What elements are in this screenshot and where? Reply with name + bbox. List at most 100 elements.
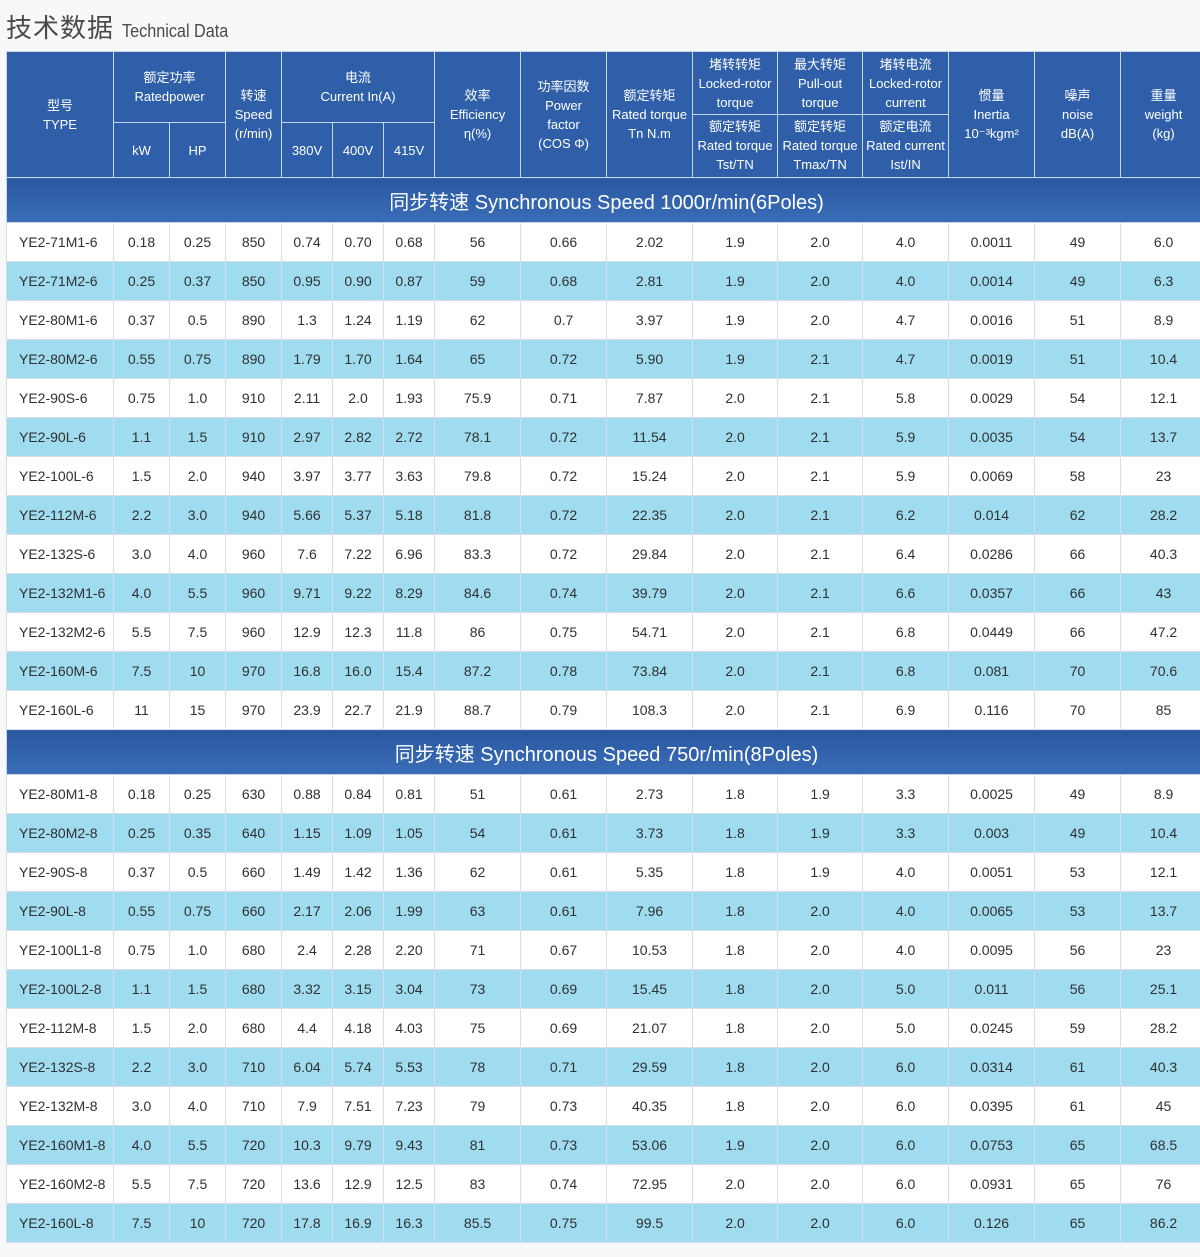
table-cell: 4.7 <box>862 339 950 379</box>
cell-type: YE2-80M2-6 <box>6 339 114 379</box>
table-cell: 1.64 <box>383 339 436 379</box>
table-cell: 23.9 <box>281 690 334 730</box>
table-cell: 7.22 <box>332 534 385 574</box>
table-cell: 6.2 <box>862 495 950 535</box>
table-row: YE2-132M-8 3.0 4.0 710 7.9 7.51 7.23 79 0.73 40.3… <box>6 1086 1200 1126</box>
cell-type: YE2-100L-6 <box>6 456 114 496</box>
table-cell: 28.2 <box>1120 1008 1200 1048</box>
table-cell: 3.77 <box>332 456 385 496</box>
table-row: YE2-160M1-8 4.0 5.5 720 10.3 9.79 9.43 81 0.73 53… <box>6 1125 1200 1165</box>
table-cell: 49 <box>1034 774 1122 814</box>
table-cell: 2.0 <box>777 222 864 262</box>
table-cell: 72.95 <box>606 1164 694 1204</box>
table-row: YE2-160M-6 7.5 10 970 16.8 16.0 15.4 87.2 0.78 73… <box>6 651 1200 691</box>
table-cell: 0.73 <box>520 1125 608 1165</box>
table-row: YE2-112M-6 2.2 3.0 940 5.66 5.37 5.18 81.8 0.72 2… <box>6 495 1200 535</box>
table-cell: 5.9 <box>862 417 950 457</box>
table-cell: 12.1 <box>1120 378 1200 418</box>
header-415v: 415V <box>383 122 436 178</box>
table-cell: 63 <box>434 891 522 931</box>
table-cell: 108.3 <box>606 690 694 730</box>
table-cell: 16.9 <box>332 1203 385 1243</box>
table-cell: 2.1 <box>777 495 864 535</box>
table-cell: 1.9 <box>777 852 864 892</box>
table-row: YE2-100L1-8 0.75 1.0 680 2.4 2.28 2.20 71 0.67 10… <box>6 930 1200 970</box>
table-cell: 3.15 <box>332 969 385 1009</box>
table-cell: 1.9 <box>777 774 864 814</box>
table-cell: 1.79 <box>281 339 334 379</box>
table-cell: 2.0 <box>777 1047 864 1087</box>
table-cell: 0.011 <box>948 969 1036 1009</box>
table-cell: 13.7 <box>1120 417 1200 457</box>
table-cell: 3.97 <box>606 300 694 340</box>
table-cell: 1.19 <box>383 300 436 340</box>
table-cell: 0.68 <box>520 261 608 301</box>
table-cell: 0.72 <box>520 495 608 535</box>
table-cell: 0.61 <box>520 774 608 814</box>
cell-type: YE2-132M2-6 <box>6 612 114 652</box>
section-title: 同步转速 Synchronous Speed 750r/min(8Poles) <box>5 729 1200 775</box>
table-cell: 0.72 <box>520 417 608 457</box>
table-cell: 0.0286 <box>948 534 1036 574</box>
table-cell: 51 <box>1034 339 1122 379</box>
table-cell: 0.79 <box>520 690 608 730</box>
table-cell: 2.0 <box>777 969 864 1009</box>
table-cell: 43 <box>1120 573 1200 613</box>
table-cell: 8.9 <box>1120 300 1200 340</box>
header-speed: 转速 Speed (r/min) <box>225 51 283 178</box>
table-cell: 7.51 <box>332 1086 385 1126</box>
table-cell: 0.0931 <box>948 1164 1036 1204</box>
table-cell: 12.3 <box>332 612 385 652</box>
table-cell: 3.3 <box>862 774 950 814</box>
table-row: YE2-100L-6 1.5 2.0 940 3.97 3.77 3.63 79.8 0.72 1… <box>6 456 1200 496</box>
table-row: YE2-71M2-6 0.25 0.37 850 0.95 0.90 0.87 59 0.68 2… <box>6 261 1200 301</box>
table-cell: 2.0 <box>692 1203 779 1243</box>
table-cell: 1.1 <box>113 417 170 457</box>
table-cell: 6.04 <box>281 1047 334 1087</box>
table-cell: 7.5 <box>113 1203 170 1243</box>
cell-type: YE2-90L-6 <box>6 417 114 457</box>
table-cell: 2.0 <box>168 1008 227 1048</box>
table-cell: 70.6 <box>1120 651 1200 691</box>
page-title-cn: 技术数据 <box>6 14 115 44</box>
table-cell: 2.28 <box>332 930 385 970</box>
table-cell: 6.0 <box>862 1203 950 1243</box>
page-title: 技术数据 Technical Data <box>6 8 240 48</box>
table-cell: 59 <box>1034 1008 1122 1048</box>
table-cell: 0.116 <box>948 690 1036 730</box>
table-cell: 2.1 <box>777 534 864 574</box>
table-cell: 0.0019 <box>948 339 1036 379</box>
table-cell: 1.8 <box>692 774 779 814</box>
cell-type: YE2-160M1-8 <box>6 1125 114 1165</box>
table-cell: 2.1 <box>777 417 864 457</box>
table-cell: 3.0 <box>168 495 227 535</box>
table-cell: 54.71 <box>606 612 694 652</box>
table-cell: 2.2 <box>113 495 170 535</box>
table-cell: 5.5 <box>113 612 170 652</box>
table-cell: 2.0 <box>692 612 779 652</box>
table-cell: 1.42 <box>332 852 385 892</box>
cell-type: YE2-90L-8 <box>6 891 114 931</box>
section-title: 同步转速 Synchronous Speed 1000r/min(6Poles) <box>5 177 1200 223</box>
table-cell: 29.84 <box>606 534 694 574</box>
table-cell: 0.0035 <box>948 417 1036 457</box>
table-cell: 71 <box>434 930 522 970</box>
table-cell: 15.24 <box>606 456 694 496</box>
table-cell: 4.0 <box>862 930 950 970</box>
table-cell: 87.2 <box>434 651 522 691</box>
table-cell: 4.0 <box>113 1125 170 1165</box>
table-cell: 0.0025 <box>948 774 1036 814</box>
header-type: 型号 TYPE <box>6 51 114 178</box>
table-cell: 2.2 <box>113 1047 170 1087</box>
table-row: YE2-112M-8 1.5 2.0 680 4.4 4.18 4.03 75 0.69 21.0… <box>6 1008 1200 1048</box>
table-cell: 960 <box>225 534 283 574</box>
table-cell: 62 <box>434 300 522 340</box>
table-cell: 0.88 <box>281 774 334 814</box>
cell-type: YE2-100L1-8 <box>6 930 114 970</box>
table-cell: 6.9 <box>862 690 950 730</box>
table-cell: 1.99 <box>383 891 436 931</box>
table-cell: 3.32 <box>281 969 334 1009</box>
header-locked-rotor-current: 堵转电流 Locked-rotor current 额定电流 Rated cur… <box>862 51 950 178</box>
table-row: YE2-132M2-6 5.5 7.5 960 12.9 12.3 11.8 86 0.75 54… <box>6 612 1200 652</box>
table-cell: 4.0 <box>862 222 950 262</box>
